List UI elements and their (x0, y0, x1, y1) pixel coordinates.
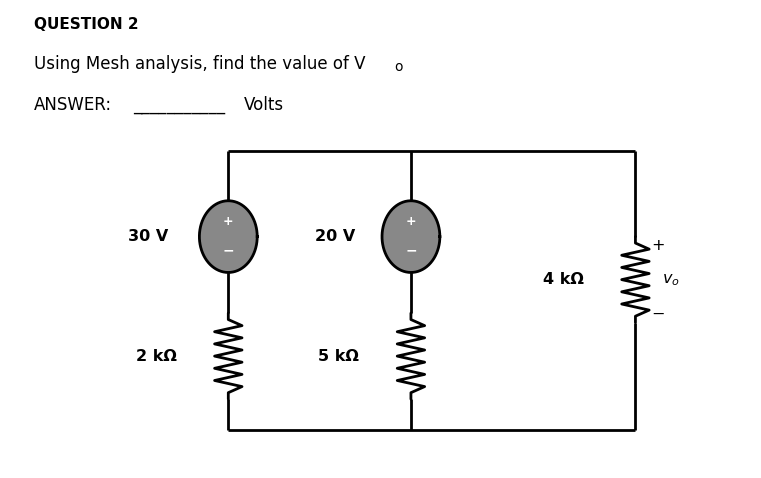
Text: −: − (405, 243, 417, 257)
Text: Volts: Volts (244, 96, 284, 114)
Text: $v_o$: $v_o$ (662, 271, 680, 288)
Text: 5 kΩ: 5 kΩ (318, 348, 359, 364)
Text: +: + (223, 215, 234, 228)
Polygon shape (199, 201, 257, 272)
Text: 20 V: 20 V (315, 229, 355, 244)
Polygon shape (382, 201, 440, 272)
Text: +: + (406, 215, 416, 228)
Text: 30 V: 30 V (129, 229, 168, 244)
Text: ANSWER:: ANSWER: (34, 96, 113, 114)
Text: 4 kΩ: 4 kΩ (543, 272, 584, 287)
Text: o: o (394, 60, 403, 74)
Text: −: − (222, 243, 234, 257)
Text: +: + (651, 238, 665, 253)
Text: QUESTION 2: QUESTION 2 (34, 17, 139, 32)
Text: −: − (651, 306, 665, 322)
Text: 2 kΩ: 2 kΩ (135, 348, 177, 364)
Text: Using Mesh analysis, find the value of V: Using Mesh analysis, find the value of V (34, 55, 366, 73)
Text: ___________: ___________ (133, 96, 225, 114)
